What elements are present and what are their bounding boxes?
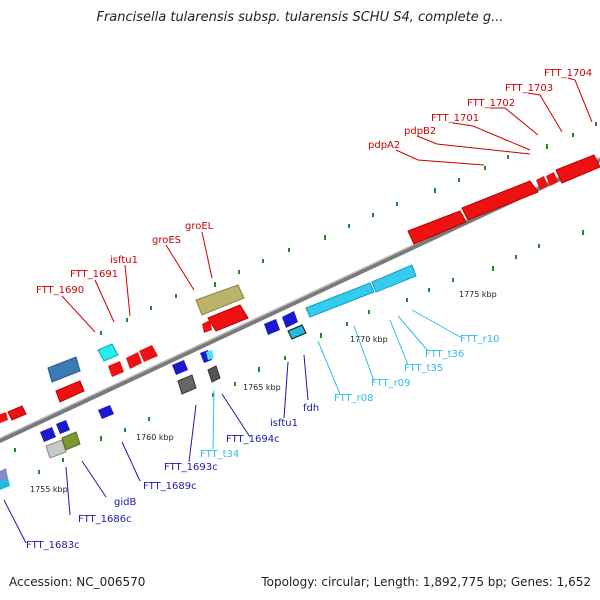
genome-map: 1755 kbp 1760 kbp 1765 kbp 1770 kbp 1775… — [0, 68, 600, 551]
scale-label: 1760 kbp — [136, 433, 174, 442]
scale-label: 1765 kbp — [243, 383, 281, 392]
pdpA2-gene[interactable] — [407, 210, 467, 245]
gene-label[interactable]: FTT_1691 — [70, 269, 118, 280]
gene-label[interactable]: FTT_1690 — [36, 285, 84, 296]
gene-label[interactable]: FTT_r09 — [371, 378, 410, 389]
gene-label[interactable]: isftu1 — [110, 255, 138, 266]
forward-genes — [0, 154, 600, 423]
gene-label[interactable]: FTT_r08 — [334, 393, 373, 404]
gene-arrow[interactable] — [97, 343, 119, 362]
gene-label[interactable]: FTT_1702 — [467, 98, 515, 109]
gidB-gene[interactable] — [61, 431, 81, 451]
groEL-gene[interactable] — [207, 304, 249, 332]
rna-genes — [206, 264, 417, 360]
gene-label[interactable]: groEL — [185, 221, 214, 232]
gene-arrow[interactable] — [0, 468, 8, 482]
leader-lines-reverse — [3, 354, 309, 544]
gene-label[interactable]: FTT_1701 — [431, 113, 479, 124]
gene-arrow[interactable] — [172, 360, 188, 375]
gene-arrow[interactable] — [0, 478, 10, 490]
gene-label[interactable]: FTT_1694c — [226, 434, 280, 445]
leader-lines-rna — [212, 309, 463, 450]
tick-marks-upper — [100, 122, 597, 335]
scale-label: 1770 kbp — [350, 335, 388, 344]
gene-label[interactable]: fdh — [303, 403, 319, 414]
gene-arrow[interactable] — [207, 365, 221, 383]
genome-summary: Topology: circular; Length: 1,892,775 bp… — [261, 575, 591, 589]
rna-arrow[interactable] — [206, 350, 214, 360]
gene-arrow[interactable] — [202, 320, 212, 333]
gene-arrow[interactable] — [555, 154, 600, 184]
pdpB2-gene[interactable] — [461, 180, 539, 221]
rna-arrow[interactable] — [305, 282, 375, 318]
gene-arrow[interactable] — [282, 311, 298, 328]
gene-arrow[interactable] — [264, 319, 280, 335]
tick-marks-lower — [14, 230, 584, 474]
gene-label[interactable]: FTT_1704 — [544, 68, 592, 79]
groES-gene[interactable] — [195, 284, 245, 316]
gene-arrow[interactable] — [139, 345, 158, 362]
rna-arrow[interactable] — [371, 264, 417, 293]
gene-label[interactable]: FTT_1683c — [26, 540, 80, 551]
gene-arrow[interactable] — [98, 405, 114, 419]
gene-label[interactable]: isftu1 — [270, 418, 298, 429]
gene-arrow[interactable] — [177, 374, 197, 395]
gene-label[interactable]: pdpB2 — [404, 126, 436, 137]
accession-text: Accession: NC_006570 — [9, 575, 146, 589]
gene-arrow[interactable] — [0, 412, 8, 423]
gene-label[interactable]: FTT_t36 — [425, 349, 464, 360]
scale-label: 1775 kbp — [459, 290, 497, 299]
gene-label[interactable]: FTT_1693c — [164, 462, 218, 473]
gene-label[interactable]: gidB — [114, 497, 136, 508]
leader-lines-forward — [61, 77, 593, 333]
gene-arrow[interactable] — [287, 324, 307, 340]
gene-arrow[interactable] — [56, 420, 70, 434]
gene-arrow[interactable] — [47, 356, 81, 383]
gene-label[interactable]: groES — [152, 235, 181, 246]
gene-arrow[interactable] — [55, 380, 85, 403]
gene-arrow[interactable] — [45, 439, 67, 459]
gene-label[interactable]: FTT_1689c — [143, 481, 197, 492]
gene-label[interactable]: pdpA2 — [368, 140, 400, 151]
gene-label[interactable]: FTT_t34 — [200, 449, 239, 460]
gene-label[interactable]: FTT_r10 — [460, 334, 499, 345]
page-title: Francisella tularensis subsp. tularensis… — [96, 10, 504, 25]
gene-arrow[interactable] — [7, 405, 27, 421]
gene-label[interactable]: FTT_1703 — [505, 83, 553, 94]
gene-arrow[interactable] — [108, 361, 124, 377]
gene-arrow[interactable] — [536, 176, 548, 190]
gene-arrow[interactable] — [546, 172, 558, 186]
reverse-genes — [0, 311, 307, 490]
scale-label: 1755 kbp — [30, 485, 68, 494]
gene-arrow[interactable] — [126, 352, 142, 369]
gene-arrow[interactable] — [40, 427, 56, 442]
gene-label[interactable]: FTT_1686c — [78, 514, 132, 525]
gene-label[interactable]: FTT_t35 — [404, 363, 443, 374]
